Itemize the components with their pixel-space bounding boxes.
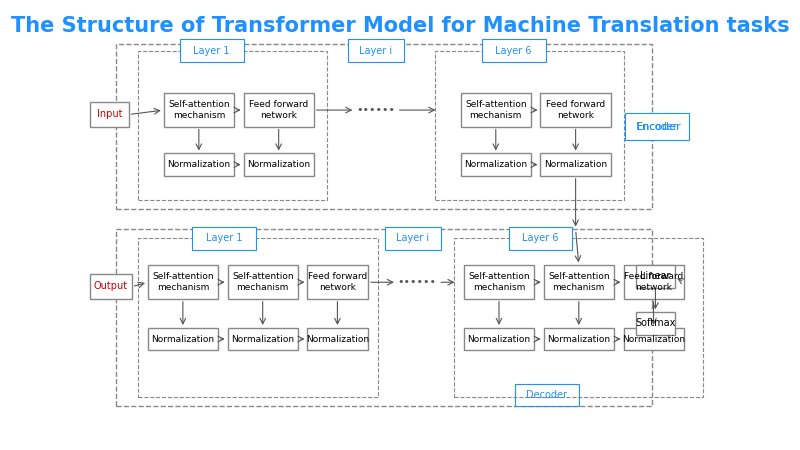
Text: ••••••: •••••• (357, 105, 396, 115)
Text: Softmax: Softmax (635, 319, 676, 328)
Text: Input: Input (97, 109, 122, 119)
Text: Decoder: Decoder (526, 390, 567, 400)
FancyBboxPatch shape (544, 265, 614, 299)
Text: Normalization: Normalization (622, 334, 686, 343)
FancyBboxPatch shape (625, 113, 689, 140)
Text: Feed forward
network: Feed forward network (624, 272, 683, 292)
FancyBboxPatch shape (544, 328, 614, 350)
FancyBboxPatch shape (385, 227, 441, 250)
FancyBboxPatch shape (243, 153, 314, 176)
Text: Layer 6: Layer 6 (522, 234, 558, 243)
FancyBboxPatch shape (461, 93, 531, 126)
Text: Normalization: Normalization (231, 334, 294, 343)
FancyBboxPatch shape (623, 328, 684, 350)
FancyBboxPatch shape (193, 227, 256, 250)
Text: Layer 6: Layer 6 (495, 45, 532, 56)
FancyBboxPatch shape (164, 153, 234, 176)
FancyBboxPatch shape (541, 153, 610, 176)
FancyBboxPatch shape (307, 265, 368, 299)
Text: Encoder: Encoder (636, 122, 682, 131)
FancyBboxPatch shape (636, 312, 674, 334)
Text: Layer 1: Layer 1 (194, 45, 230, 56)
FancyBboxPatch shape (541, 93, 610, 126)
Text: Normalization: Normalization (306, 334, 370, 343)
FancyBboxPatch shape (243, 93, 314, 126)
FancyBboxPatch shape (636, 265, 674, 288)
Text: Encoder: Encoder (637, 122, 677, 131)
FancyBboxPatch shape (90, 274, 132, 299)
Text: The Structure of Transformer Model for Machine Translation tasks: The Structure of Transformer Model for M… (10, 16, 790, 36)
FancyBboxPatch shape (164, 93, 234, 126)
FancyBboxPatch shape (464, 265, 534, 299)
Text: Normalization: Normalization (467, 334, 530, 343)
Text: Normalization: Normalization (167, 160, 230, 169)
Text: Self-attention
mechanism: Self-attention mechanism (548, 272, 610, 292)
Text: Normalization: Normalization (547, 334, 610, 343)
FancyBboxPatch shape (509, 227, 573, 250)
Text: Feed forward
network: Feed forward network (249, 100, 308, 120)
FancyBboxPatch shape (148, 265, 218, 299)
FancyBboxPatch shape (482, 40, 546, 62)
FancyBboxPatch shape (623, 265, 684, 299)
FancyBboxPatch shape (348, 40, 404, 62)
Text: Normalization: Normalization (247, 160, 310, 169)
FancyBboxPatch shape (515, 384, 579, 406)
Text: Self-attention
mechanism: Self-attention mechanism (152, 272, 214, 292)
Text: Feed forward
network: Feed forward network (546, 100, 606, 120)
Text: Layer i: Layer i (359, 45, 392, 56)
FancyBboxPatch shape (461, 153, 531, 176)
Text: Layer i: Layer i (396, 234, 430, 243)
Text: Self-attention
mechanism: Self-attention mechanism (465, 100, 526, 120)
FancyBboxPatch shape (148, 328, 218, 350)
FancyBboxPatch shape (227, 328, 298, 350)
Text: Self-attention
mechanism: Self-attention mechanism (232, 272, 294, 292)
Text: Feed forward
network: Feed forward network (308, 272, 367, 292)
Text: Linear: Linear (640, 271, 670, 281)
FancyBboxPatch shape (180, 40, 243, 62)
Text: Normalization: Normalization (544, 160, 607, 169)
Text: Output: Output (94, 282, 128, 292)
FancyBboxPatch shape (227, 265, 298, 299)
Text: ••••••: •••••• (398, 277, 437, 287)
Text: Normalization: Normalization (464, 160, 527, 169)
Text: Self-attention
mechanism: Self-attention mechanism (468, 272, 530, 292)
Text: Normalization: Normalization (151, 334, 214, 343)
FancyBboxPatch shape (90, 102, 129, 126)
FancyBboxPatch shape (307, 328, 368, 350)
Text: Layer 1: Layer 1 (206, 234, 242, 243)
FancyBboxPatch shape (464, 328, 534, 350)
Text: Self-attention
mechanism: Self-attention mechanism (168, 100, 230, 120)
